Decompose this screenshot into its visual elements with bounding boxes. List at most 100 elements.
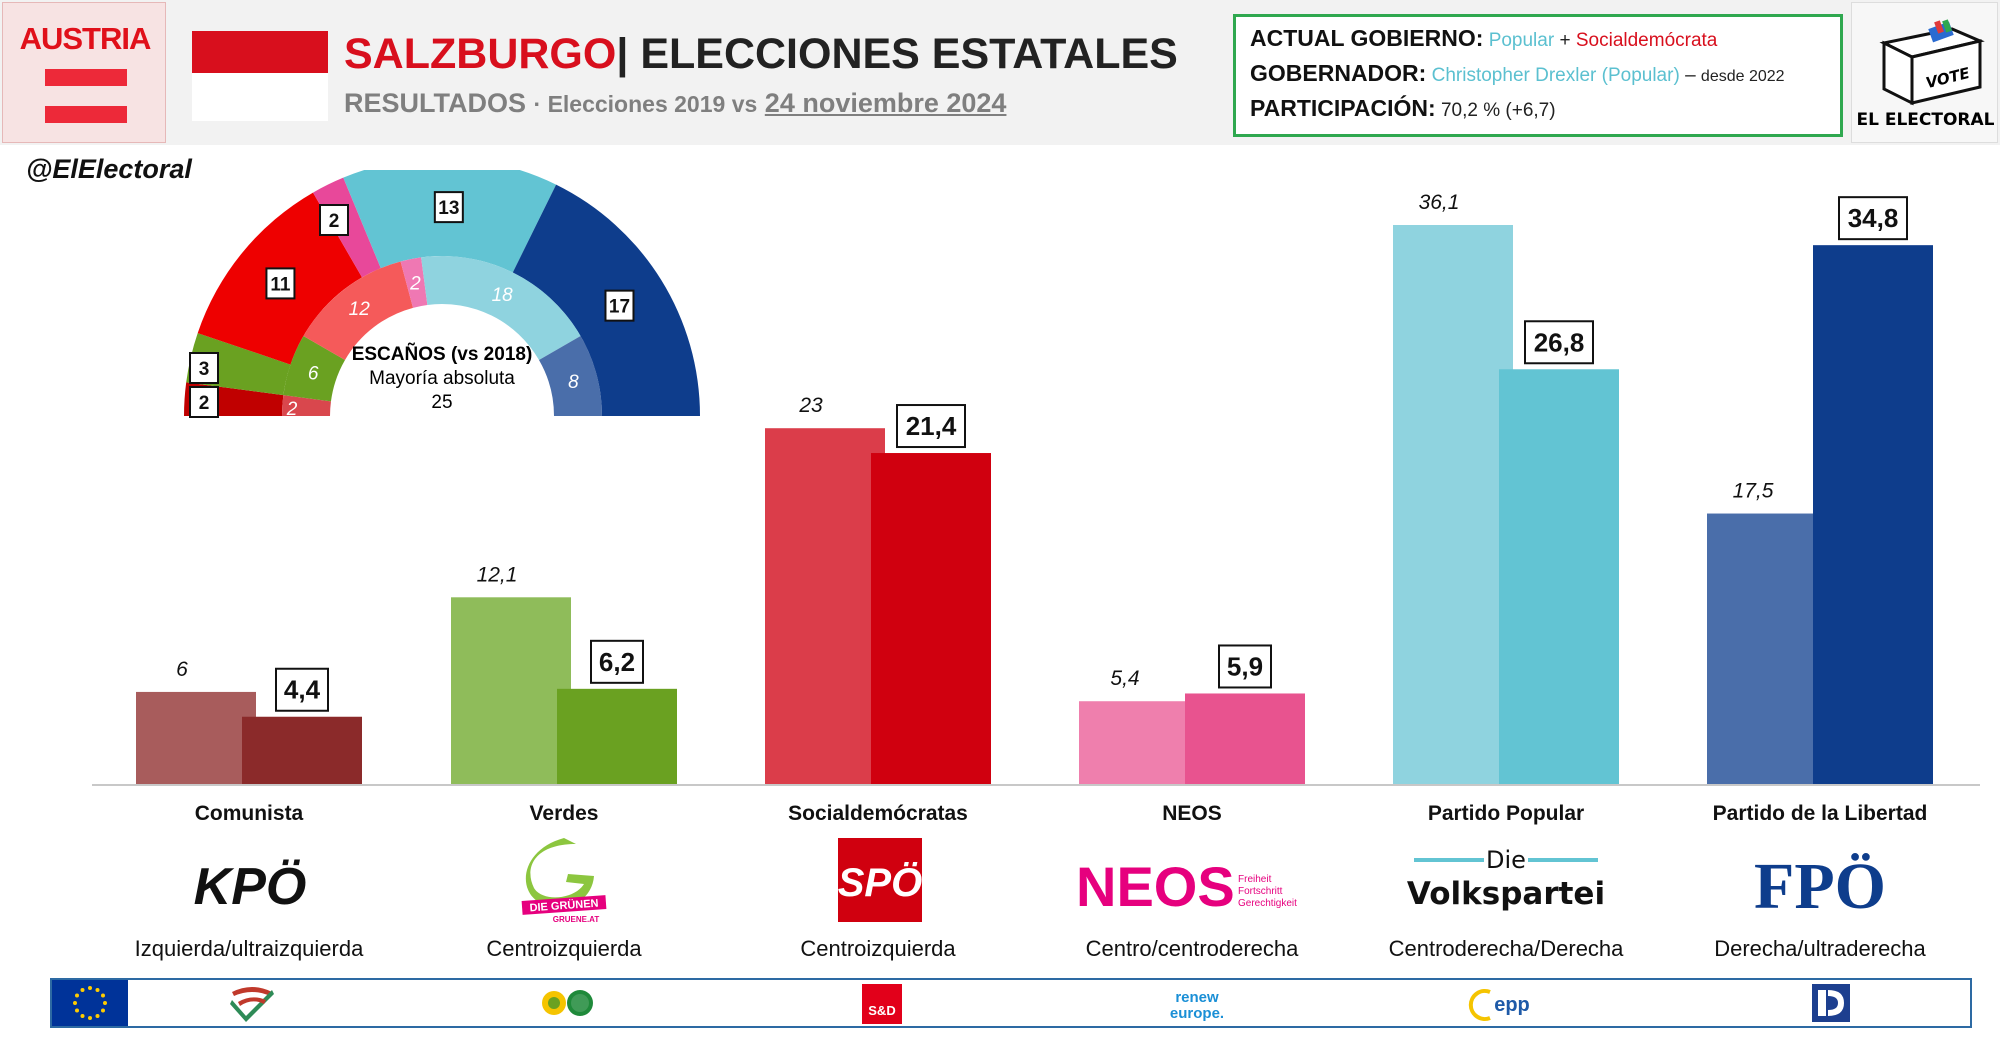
ideology-popular: Centroderecha/Derecha — [1388, 936, 1624, 961]
government-party-1: Popular — [1488, 30, 1555, 51]
seat-2024-label: 3 — [189, 352, 219, 384]
seat-2018-label: 6 — [308, 363, 319, 384]
seat-2018-label: 2 — [286, 399, 298, 420]
governor-line: GOBERNADOR: Christopher Drexler (Popular… — [1250, 60, 1785, 87]
bar-2024 — [1185, 693, 1305, 785]
neos-logo-sub-1: Freiheit — [1238, 874, 1272, 885]
party-name-socialdemocratas: Socialdemócratas — [788, 802, 968, 825]
ideology-neos: Centro/centroderecha — [1085, 936, 1299, 961]
renew-text-2: europe. — [1170, 1005, 1224, 1022]
volkspartei-logo-text-2: Volkspartei — [1407, 876, 1605, 912]
volkspartei-logo-text-1: Die — [1486, 846, 1526, 874]
salzburg-flag-white — [192, 73, 328, 121]
svg-text:6,2: 6,2 — [599, 647, 635, 677]
brand-name: EL ELECTORAL — [1856, 110, 1995, 130]
svg-text:11: 11 — [270, 274, 291, 295]
sd-text: S&D — [868, 1003, 895, 1018]
governor-dash: – — [1685, 65, 1696, 86]
spo-logo-box — [838, 838, 922, 922]
left-group-icon — [230, 987, 274, 1022]
country-name: AUSTRIA — [19, 21, 152, 56]
ideology-libertad: Derecha/ultraderecha — [1714, 936, 1926, 961]
party-name-verdes: Verdes — [529, 802, 599, 825]
renew-text-1: renew — [1175, 989, 1219, 1006]
subtitle-mid: · Elecciones 2019 vs — [533, 91, 758, 117]
bar-2019 — [451, 597, 571, 785]
ideology-socialdemocratas: Centroizquierda — [800, 936, 956, 961]
bar-label-2019: 17,5 — [1733, 480, 1774, 503]
parliament-title: ESCAÑOS (vs 2018) — [352, 343, 533, 365]
bar-2019 — [1393, 225, 1513, 785]
ideology-comunista: Izquierda/ultraizquierda — [134, 936, 364, 961]
party-name-libertad: Partido de la Libertad — [1712, 802, 1928, 825]
party-name-neos: NEOS — [1162, 802, 1222, 825]
majority-label: Mayoría absoluta — [369, 368, 515, 389]
eu-flag-icon — [52, 980, 128, 1026]
seat-2018-label: 12 — [349, 299, 371, 320]
seat-2024-label: 2 — [189, 386, 219, 418]
majority-value: 25 — [431, 392, 452, 413]
seats-2018-ring — [282, 256, 602, 416]
government-label: ACTUAL GOBIERNO: — [1250, 25, 1484, 51]
neos-logo-sub-2: Fortschritt — [1238, 886, 1283, 897]
seat-2024-label: 13 — [433, 191, 464, 224]
bar-2019 — [1079, 701, 1199, 785]
grune-logo: DIE GRÜNEN GRUENE.AT — [521, 838, 607, 924]
epp-text: epp — [1494, 994, 1530, 1016]
governor-label: GOBERNADOR: — [1250, 60, 1427, 86]
svg-text:3: 3 — [199, 359, 210, 380]
subtitle-label: RESULTADOS — [344, 88, 526, 118]
seat-2024-label: 11 — [265, 267, 296, 300]
ballot-box-icon: VOTE — [1879, 19, 1985, 106]
austria-flag-stripe-bottom — [45, 106, 127, 123]
bar-label-2024: 26,8 — [1524, 320, 1594, 365]
austria-flag-stripe-top — [45, 69, 127, 86]
grune-logo-sub: GRUENE.AT — [553, 915, 600, 924]
title-separator: | — [616, 30, 629, 78]
spo-logo: SPÖ — [838, 838, 922, 922]
party-name-comunista: Comunista — [194, 802, 304, 825]
svg-text:13: 13 — [438, 198, 459, 219]
bar-2019 — [765, 428, 885, 785]
bar-label-2024: 21,4 — [896, 404, 966, 449]
neos-logo-text: NEOS — [1076, 855, 1235, 918]
bar-2019 — [1707, 513, 1827, 785]
ideology-verdes: Centroizquierda — [486, 936, 642, 961]
page-title: SALZBURGO| ELECCIONES ESTATALES — [344, 30, 1178, 79]
seat-2018-segment — [303, 261, 414, 360]
seat-2018-segment — [283, 336, 346, 402]
seat-2018-label: 2 — [409, 274, 421, 295]
svg-text:34,8: 34,8 — [1848, 203, 1899, 233]
seat-2024-label: 17 — [604, 289, 635, 322]
sd-group-icon: S&D — [862, 984, 902, 1024]
government-line: ACTUAL GOBIERNO: Popular + Socialdemócra… — [1250, 25, 1717, 52]
government-info-box: ACTUAL GOBIERNO: Popular + Socialdemócra… — [1233, 14, 1843, 137]
el-electoral-logo: VOTE EL ELECTORAL — [1851, 2, 1998, 143]
svg-text:17: 17 — [609, 297, 630, 318]
salzburg-flag-red — [192, 31, 328, 73]
subtitle-date: 24 noviembre 2024 — [764, 88, 1007, 118]
party-name-popular: Partido Popular — [1427, 802, 1585, 825]
renew-europe-icon: renew europe. — [1170, 989, 1224, 1022]
bar-label-2024: 34,8 — [1838, 196, 1908, 241]
bar-label-2019: 36,1 — [1419, 191, 1460, 214]
epp-group-icon: epp — [1468, 989, 1530, 1021]
seat-2018-segment — [421, 256, 581, 360]
governor-name: Christopher Drexler (Popular) — [1431, 65, 1680, 86]
bar-label-2019: 5,4 — [1110, 667, 1139, 690]
bar-2024 — [1813, 245, 1933, 785]
twitter-handle: @ElElectoral — [26, 154, 192, 184]
svg-text:5,9: 5,9 — [1227, 651, 1263, 681]
subtitle: RESULTADOS · Elecciones 2019 vs 24 novie… — [344, 88, 1006, 119]
country-badge: AUSTRIA — [2, 2, 166, 143]
volkspartei-logo: Die Volkspartei — [1407, 846, 1605, 912]
spo-logo-text: SPÖ — [838, 860, 922, 905]
turnout-value: 70,2 % (+6,7) — [1440, 100, 1556, 121]
neos-logo-sub-3: Gerechtigkeit — [1238, 898, 1297, 909]
bar-label-2024: 5,9 — [1218, 644, 1272, 689]
grune-banner — [521, 895, 607, 915]
kpo-logo-text: KPÖ — [194, 858, 307, 916]
